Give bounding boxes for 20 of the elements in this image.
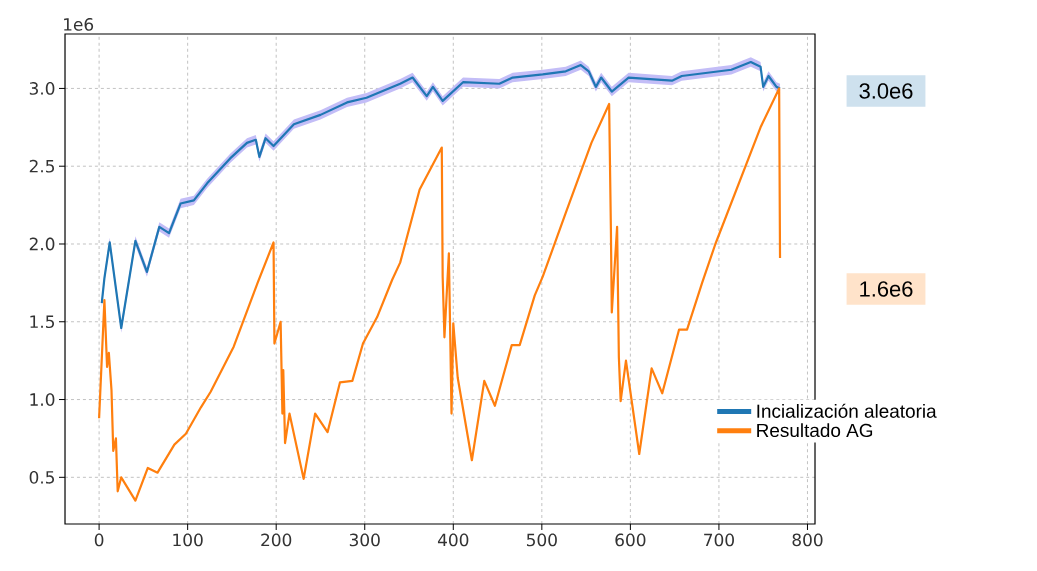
y-tick-label: 2.5 (29, 159, 55, 173)
y-tick-label: 3.0 (29, 82, 55, 95)
x-tick-label: 700 (704, 533, 734, 547)
x-tick-label: 300 (349, 533, 380, 547)
x-tick-label: 100 (173, 533, 203, 547)
x-tick-label: 600 (615, 533, 646, 547)
legend-label: Resultado AG (757, 423, 873, 438)
x-tick-label: 800 (792, 533, 823, 547)
x-tick-label: 0 (94, 533, 104, 547)
text: 1.6e6 (860, 281, 913, 297)
text: 1e6 (64, 17, 94, 31)
x-tick-label: 500 (526, 533, 557, 547)
y-tick-label: 0.5 (29, 470, 55, 484)
legend-label: Incialización aleatoria (757, 403, 937, 418)
y-tick-label: 1.5 (30, 315, 55, 329)
text: 3.0e6 (859, 83, 913, 99)
y-tick-label: 1.0 (30, 393, 55, 406)
x-tick-label: 200 (261, 533, 292, 547)
x-tick-label: 400 (437, 533, 469, 547)
y-tick-label: 2.0 (29, 237, 55, 251)
